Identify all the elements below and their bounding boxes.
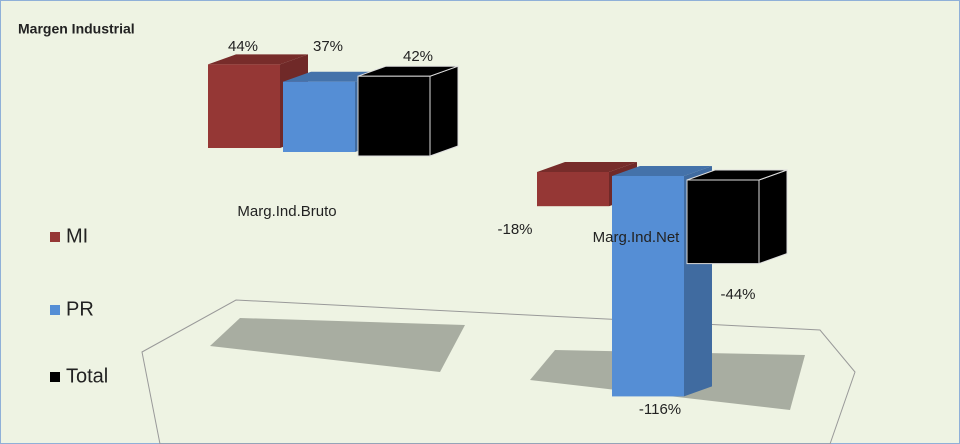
bar — [612, 176, 684, 397]
chart-title: Margen Industrial — [18, 21, 135, 37]
bar — [208, 64, 280, 148]
bar-top — [208, 54, 308, 65]
bar — [686, 179, 760, 265]
legend-swatch — [50, 372, 60, 382]
data-label: 37% — [313, 38, 343, 55]
data-label: 44% — [228, 38, 258, 55]
data-label: 42% — [403, 48, 433, 65]
legend-label: Total — [66, 365, 108, 387]
bar — [537, 172, 609, 207]
bar-side — [429, 65, 459, 157]
legend-swatch — [50, 305, 60, 315]
bar-side — [758, 169, 788, 265]
x-category-label: Marg.Ind.Bruto — [237, 203, 336, 220]
bar — [357, 75, 431, 157]
bar — [283, 81, 355, 152]
x-category-label: Marg.Ind.Net — [593, 229, 681, 246]
floor-shadow — [210, 318, 465, 372]
data-label: -116% — [639, 401, 681, 418]
legend-swatch — [50, 232, 60, 242]
data-label: -44% — [720, 286, 755, 303]
data-label: -18% — [497, 221, 532, 238]
bar-top — [537, 162, 637, 172]
bar-top — [612, 166, 712, 176]
legend-label: PR — [66, 298, 94, 320]
floor — [141, 299, 856, 444]
legend-label: MI — [66, 225, 88, 247]
